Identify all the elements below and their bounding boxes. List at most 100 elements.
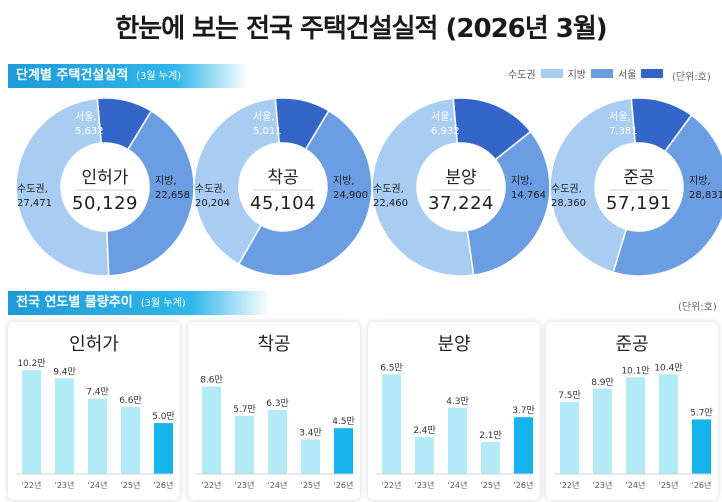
donut-center-title: 분양 bbox=[445, 168, 477, 188]
slice-label-name: 서울, bbox=[431, 112, 453, 123]
bar-value-label: 10.2만 bbox=[17, 358, 45, 369]
slice-label: 수도권, 27,471 bbox=[17, 183, 52, 211]
bar-value-label: 6.3만 bbox=[266, 398, 289, 409]
bar-chart-panel: 인허가 10.2만 '22년 9.4만 '23년 7.4만 '24년 6.6만 '25년 5.0만… bbox=[8, 322, 180, 500]
donut-hole bbox=[61, 143, 149, 231]
bar-chart-title: 착공 bbox=[257, 334, 291, 355]
bar-chart-svg: 8.6만 '22년 5.7만 '23년 6.3만 '24년 3.4만 '25년 4.5만 '26년 bbox=[196, 374, 355, 490]
slice-label-name: 지방, bbox=[511, 176, 533, 187]
slice-label-value: 27,471 bbox=[17, 198, 52, 209]
bar-value-label: 7.4만 bbox=[86, 387, 109, 398]
bar-value-label: 6.6만 bbox=[119, 395, 142, 406]
bar-category-label: '26년 bbox=[334, 480, 354, 490]
bar-value-label: 4.3만 bbox=[446, 396, 469, 407]
bar bbox=[154, 423, 173, 474]
bar-category-label: '24년 bbox=[88, 480, 108, 490]
bar bbox=[382, 374, 401, 474]
slice-label-value: 22,658 bbox=[155, 190, 190, 201]
bar-value-label: 9.4만 bbox=[53, 366, 76, 377]
bar-category-label: '22년 bbox=[202, 480, 222, 490]
bar-category-label: '23년 bbox=[235, 480, 255, 490]
bar-value-label: 3.4만 bbox=[299, 427, 322, 438]
bar-value-label: 5.0만 bbox=[152, 411, 175, 422]
donut-svg bbox=[549, 97, 722, 277]
slice-label: 지방, 22,658 bbox=[155, 175, 190, 203]
slice-label-value: 6,932 bbox=[431, 126, 460, 137]
donut-hole bbox=[417, 143, 505, 231]
bar-chart-svg: 10.2만 '22년 9.4만 '23년 7.4만 '24년 6.6만 '25년 5.0만 '26… bbox=[16, 358, 175, 490]
legend-swatch-region bbox=[591, 69, 614, 78]
bar-chart-title: 분양 bbox=[437, 334, 471, 355]
donut-hole bbox=[595, 143, 683, 231]
donut-center-total: 45,104 bbox=[250, 193, 316, 214]
donut-center-title: 준공 bbox=[623, 168, 655, 188]
slice-label: 수도권, 20,204 bbox=[195, 183, 230, 211]
slice-label-value: 5,011 bbox=[253, 126, 282, 137]
bar bbox=[268, 409, 287, 474]
bar bbox=[692, 419, 711, 474]
bar-category-label: '23년 bbox=[415, 480, 435, 490]
bar bbox=[481, 441, 500, 474]
donut-svg bbox=[15, 97, 195, 277]
section-header-trend: 전국 연도별 물량추이 (3월 누계) bbox=[8, 291, 270, 315]
bar bbox=[301, 439, 320, 474]
bar-category-label: '26년 bbox=[692, 480, 712, 490]
bar bbox=[415, 437, 434, 474]
slice-label: 지방, 14,764 bbox=[511, 175, 546, 203]
section-header-stage: 단계별 주택건설실적 (3월 누계) bbox=[8, 64, 248, 88]
slice-label-value: 5,632 bbox=[75, 126, 104, 137]
slice-label: 서울, 6,932 bbox=[431, 111, 460, 139]
bar-value-label: 5.7만 bbox=[690, 407, 713, 418]
bar bbox=[448, 408, 467, 474]
slice-label-name: 수도권, bbox=[17, 184, 48, 195]
slice-label-name: 수도권, bbox=[551, 184, 582, 195]
bar bbox=[55, 378, 74, 474]
unit-label: (단위:호) bbox=[672, 72, 711, 83]
slice-label-value: 28,360 bbox=[551, 198, 586, 209]
page-title: 한눈에 보는 전국 주택건설실적 (2026년 3월) bbox=[115, 14, 607, 44]
legend-label-capital: 수도권 bbox=[508, 70, 536, 81]
donut-center-title: 착공 bbox=[267, 168, 299, 188]
bar bbox=[121, 406, 140, 474]
slice-label: 지방, 28,831 bbox=[689, 175, 722, 203]
donut-center-total: 57,191 bbox=[606, 193, 672, 214]
slice-label-value: 14,764 bbox=[511, 190, 546, 201]
bar bbox=[560, 402, 579, 474]
legend-label-seoul: 서울 bbox=[618, 70, 637, 81]
bar bbox=[514, 417, 533, 474]
slice-label-value: 7,381 bbox=[609, 126, 638, 137]
bar-category-label: '22년 bbox=[22, 480, 42, 490]
section-subtitle: (3월 누계) bbox=[140, 298, 186, 309]
legend-swatch-capital bbox=[540, 69, 563, 78]
bar-category-label: '24년 bbox=[268, 480, 288, 490]
bar-chart-title: 인허가 bbox=[69, 334, 119, 355]
bar-category-label: '24년 bbox=[448, 480, 468, 490]
donut-chart: 착공 45,104 서울, 5,011 지방, 24,900 수도권, 20,204 bbox=[193, 97, 373, 277]
donut-chart: 인허가 50,129 서울, 5,632 지방, 22,658 수도권, 27,471 bbox=[15, 97, 195, 277]
slice-label-name: 수도권, bbox=[373, 184, 404, 195]
slice-label-value: 20,204 bbox=[195, 198, 230, 209]
donut-svg bbox=[193, 97, 373, 277]
donut-center-total: 50,129 bbox=[72, 193, 138, 214]
bar-category-label: '22년 bbox=[560, 480, 580, 490]
bar-category-label: '25년 bbox=[659, 480, 679, 490]
slice-label-name: 지방, bbox=[155, 176, 177, 187]
bar-category-label: '23년 bbox=[593, 480, 613, 490]
bar bbox=[659, 374, 678, 474]
bar-value-label: 6.5만 bbox=[380, 362, 403, 373]
bar bbox=[626, 377, 645, 474]
bar bbox=[334, 428, 353, 474]
bar-value-label: 5.7만 bbox=[233, 404, 256, 415]
bar-category-label: '25년 bbox=[121, 480, 141, 490]
bar-value-label: 10.1만 bbox=[621, 365, 649, 376]
slice-label-name: 서울, bbox=[253, 112, 275, 123]
slice-label: 서울, 7,381 bbox=[609, 111, 638, 139]
donut-chart: 분양 37,224 서울, 6,932 지방, 14,764 수도권, 22,460 bbox=[371, 97, 551, 277]
bar-category-label: '25년 bbox=[301, 480, 321, 490]
bar-category-label: '26년 bbox=[514, 480, 534, 490]
bar bbox=[22, 370, 41, 474]
bar bbox=[202, 386, 221, 474]
bar bbox=[88, 398, 107, 474]
slice-label-value: 24,900 bbox=[333, 190, 368, 201]
slice-label-name: 서울, bbox=[75, 112, 97, 123]
